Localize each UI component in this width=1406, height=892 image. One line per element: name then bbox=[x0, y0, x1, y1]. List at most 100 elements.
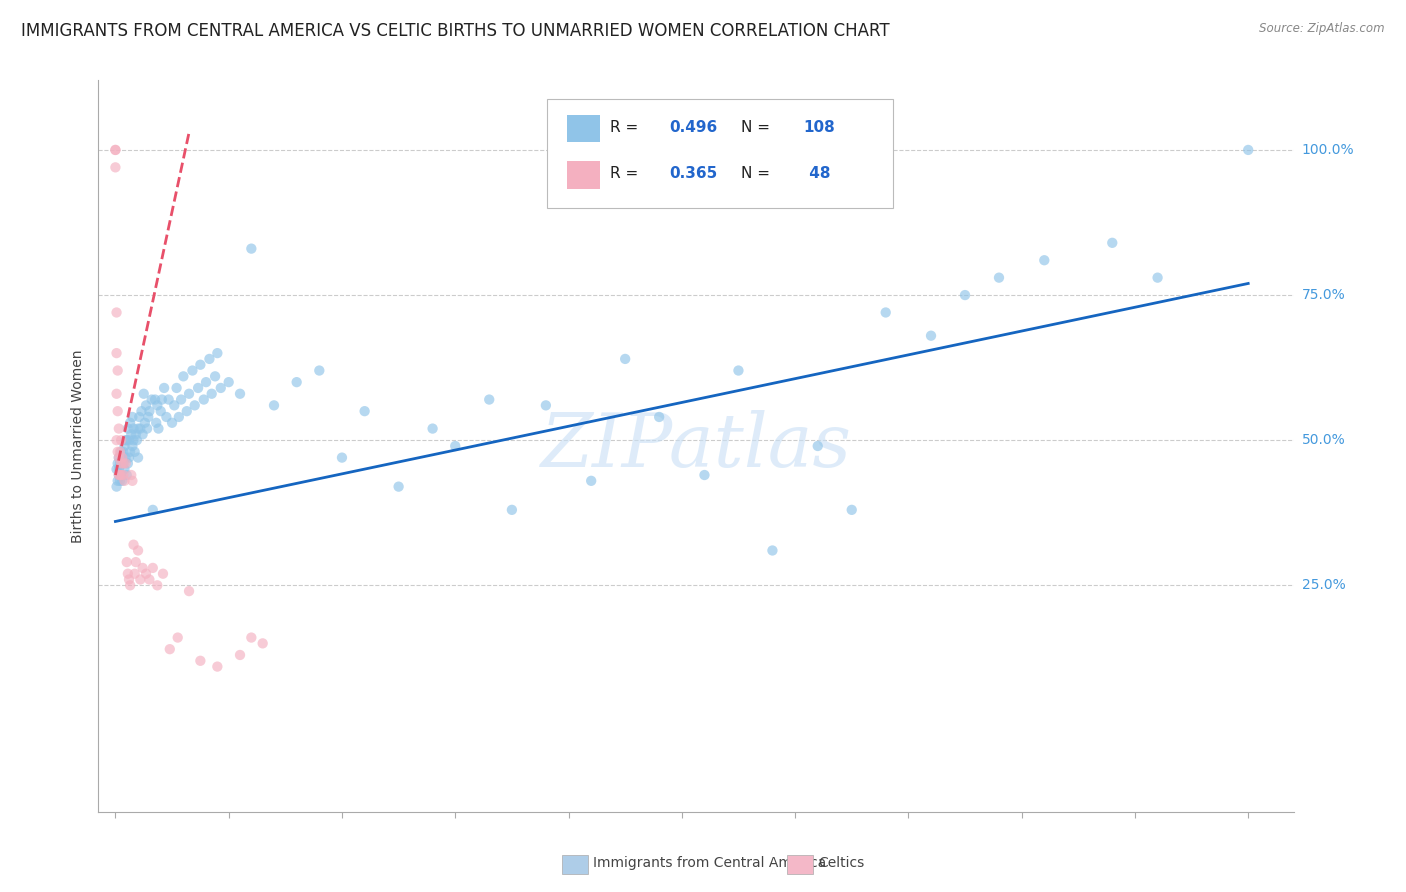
Point bbox=[124, 566, 146, 581]
Text: 0.365: 0.365 bbox=[669, 167, 718, 181]
Point bbox=[201, 386, 224, 401]
Point bbox=[114, 474, 136, 488]
Text: N =: N = bbox=[741, 120, 775, 136]
Point bbox=[112, 457, 135, 471]
Point bbox=[120, 427, 142, 442]
Point bbox=[121, 409, 143, 424]
Text: Immigrants from Central America: Immigrants from Central America bbox=[593, 856, 827, 871]
Point bbox=[353, 404, 375, 418]
Point bbox=[1146, 270, 1168, 285]
Point bbox=[124, 445, 146, 459]
Point bbox=[727, 363, 749, 377]
Point bbox=[149, 404, 172, 418]
Point bbox=[107, 404, 129, 418]
Point bbox=[207, 659, 229, 673]
Point bbox=[181, 363, 204, 377]
Point bbox=[118, 450, 141, 465]
Point bbox=[108, 468, 131, 483]
Text: 75.0%: 75.0% bbox=[1302, 288, 1346, 302]
Point bbox=[114, 433, 136, 447]
Text: Source: ZipAtlas.com: Source: ZipAtlas.com bbox=[1260, 22, 1385, 36]
Text: 50.0%: 50.0% bbox=[1302, 434, 1346, 447]
Y-axis label: Births to Unmarried Women: Births to Unmarried Women bbox=[72, 350, 86, 542]
Point bbox=[127, 421, 149, 435]
Point bbox=[240, 631, 263, 645]
Point bbox=[108, 450, 131, 465]
Point bbox=[132, 386, 155, 401]
Point bbox=[190, 358, 212, 372]
Point bbox=[108, 421, 131, 435]
Point bbox=[761, 543, 783, 558]
Point bbox=[117, 421, 139, 435]
Point bbox=[127, 543, 149, 558]
Point bbox=[160, 416, 183, 430]
Point bbox=[285, 375, 308, 389]
Point bbox=[142, 503, 165, 517]
Point bbox=[198, 351, 221, 366]
Point bbox=[110, 457, 132, 471]
Point bbox=[111, 474, 134, 488]
Text: IMMIGRANTS FROM CENTRAL AMERICA VS CELTIC BIRTHS TO UNMARRIED WOMEN CORRELATION : IMMIGRANTS FROM CENTRAL AMERICA VS CELTI… bbox=[21, 22, 890, 40]
Point bbox=[122, 421, 145, 435]
Point bbox=[207, 346, 229, 360]
Point bbox=[155, 409, 177, 424]
Point bbox=[229, 386, 252, 401]
Point bbox=[135, 398, 157, 412]
Point bbox=[163, 398, 186, 412]
Point bbox=[159, 642, 181, 657]
Point bbox=[121, 439, 143, 453]
Point bbox=[166, 631, 188, 645]
Text: 100.0%: 100.0% bbox=[1302, 143, 1354, 157]
Point bbox=[1101, 235, 1123, 250]
Point bbox=[114, 450, 136, 465]
Point bbox=[648, 409, 671, 424]
Point bbox=[953, 288, 976, 302]
Point bbox=[115, 468, 138, 483]
Point bbox=[108, 445, 131, 459]
Point bbox=[204, 369, 226, 384]
Text: 25.0%: 25.0% bbox=[1302, 578, 1346, 592]
Point bbox=[170, 392, 193, 407]
Point bbox=[177, 386, 200, 401]
Point bbox=[152, 566, 174, 581]
Point bbox=[104, 143, 127, 157]
Point bbox=[108, 468, 131, 483]
Point bbox=[252, 636, 274, 650]
Point bbox=[120, 416, 142, 430]
Point bbox=[478, 392, 501, 407]
Point bbox=[107, 445, 129, 459]
Point bbox=[145, 416, 167, 430]
Point bbox=[107, 474, 129, 488]
FancyBboxPatch shape bbox=[567, 115, 600, 143]
Point bbox=[229, 648, 252, 662]
Point bbox=[121, 474, 143, 488]
Point bbox=[112, 457, 135, 471]
Point bbox=[129, 421, 152, 435]
Point bbox=[579, 474, 602, 488]
Point bbox=[108, 450, 131, 465]
Text: R =: R = bbox=[610, 167, 643, 181]
Point bbox=[136, 409, 159, 424]
Point bbox=[501, 503, 523, 517]
Point bbox=[138, 573, 160, 587]
Point bbox=[135, 566, 157, 581]
Point bbox=[125, 555, 148, 569]
Point bbox=[172, 369, 194, 384]
Point bbox=[122, 538, 145, 552]
Point bbox=[146, 398, 169, 412]
Point bbox=[114, 439, 136, 453]
Point bbox=[1033, 253, 1056, 268]
Point bbox=[148, 421, 170, 435]
Point bbox=[107, 363, 129, 377]
Point bbox=[131, 427, 153, 442]
Point bbox=[131, 561, 153, 575]
Point bbox=[444, 439, 467, 453]
Point bbox=[111, 450, 134, 465]
Point bbox=[117, 566, 139, 581]
FancyBboxPatch shape bbox=[567, 161, 600, 188]
Point bbox=[125, 427, 148, 442]
Point bbox=[120, 578, 142, 592]
Point bbox=[138, 404, 160, 418]
Point bbox=[131, 404, 153, 418]
Point bbox=[187, 381, 209, 395]
